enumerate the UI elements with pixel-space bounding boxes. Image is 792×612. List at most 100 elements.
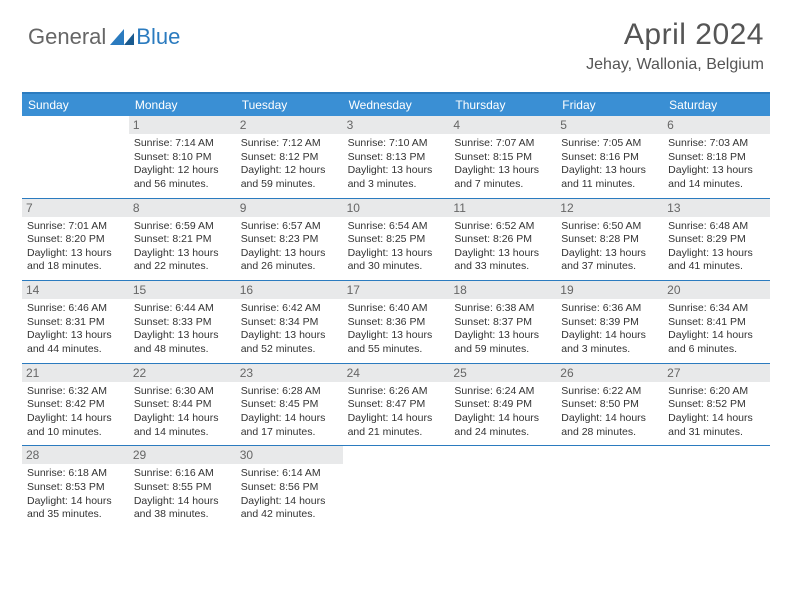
- sunrise-text: Sunrise: 7:03 AM: [668, 137, 765, 151]
- sunset-text: Sunset: 8:41 PM: [668, 316, 765, 330]
- sunrise-text: Sunrise: 6:34 AM: [668, 302, 765, 316]
- sunset-text: Sunset: 8:55 PM: [134, 481, 231, 495]
- sunrise-text: Sunrise: 6:44 AM: [134, 302, 231, 316]
- calendar-cell: 9Sunrise: 6:57 AMSunset: 8:23 PMDaylight…: [236, 199, 343, 281]
- sunset-text: Sunset: 8:47 PM: [348, 398, 445, 412]
- daylight-line2: and 3 minutes.: [348, 178, 445, 192]
- daylight-line2: and 59 minutes.: [454, 343, 551, 357]
- day-number: 19: [556, 281, 663, 299]
- daylight-line2: and 24 minutes.: [454, 426, 551, 440]
- daylight-line2: and 18 minutes.: [27, 260, 124, 274]
- day-info: Sunrise: 6:54 AMSunset: 8:25 PMDaylight:…: [348, 220, 445, 275]
- sunrise-text: Sunrise: 6:50 AM: [561, 220, 658, 234]
- day-number: 25: [449, 364, 556, 382]
- logo: General Blue: [28, 18, 180, 50]
- daylight-line2: and 59 minutes.: [241, 178, 338, 192]
- sunset-text: Sunset: 8:33 PM: [134, 316, 231, 330]
- sunrise-text: Sunrise: 6:38 AM: [454, 302, 551, 316]
- daylight-line2: and 44 minutes.: [27, 343, 124, 357]
- logo-text-general: General: [28, 24, 106, 50]
- daylight-line1: Daylight: 13 hours: [241, 247, 338, 261]
- daylight-line1: Daylight: 14 hours: [668, 329, 765, 343]
- daylight-line1: Daylight: 14 hours: [241, 412, 338, 426]
- logo-text-blue: Blue: [136, 24, 180, 50]
- day-number: 16: [236, 281, 343, 299]
- sunrise-text: Sunrise: 7:05 AM: [561, 137, 658, 151]
- sunrise-text: Sunrise: 7:10 AM: [348, 137, 445, 151]
- dayhead-wed: Wednesday: [343, 94, 450, 116]
- calendar-cell: 29Sunrise: 6:16 AMSunset: 8:55 PMDayligh…: [129, 446, 236, 528]
- weeks-container: 1Sunrise: 7:14 AMSunset: 8:10 PMDaylight…: [22, 116, 770, 528]
- day-number: 10: [343, 199, 450, 217]
- daylight-line1: Daylight: 13 hours: [668, 164, 765, 178]
- day-number: 24: [343, 364, 450, 382]
- sunrise-text: Sunrise: 7:14 AM: [134, 137, 231, 151]
- day-number: 8: [129, 199, 236, 217]
- daylight-line2: and 7 minutes.: [454, 178, 551, 192]
- calendar-cell: [343, 446, 450, 528]
- calendar-cell: 2Sunrise: 7:12 AMSunset: 8:12 PMDaylight…: [236, 116, 343, 198]
- sunset-text: Sunset: 8:12 PM: [241, 151, 338, 165]
- sunset-text: Sunset: 8:21 PM: [134, 233, 231, 247]
- daylight-line1: Daylight: 14 hours: [561, 412, 658, 426]
- day-info: Sunrise: 6:14 AMSunset: 8:56 PMDaylight:…: [241, 467, 338, 522]
- daylight-line2: and 21 minutes.: [348, 426, 445, 440]
- daylight-line1: Daylight: 13 hours: [134, 329, 231, 343]
- dayhead-sun: Sunday: [22, 94, 129, 116]
- daylight-line2: and 17 minutes.: [241, 426, 338, 440]
- sunset-text: Sunset: 8:26 PM: [454, 233, 551, 247]
- day-info: Sunrise: 6:34 AMSunset: 8:41 PMDaylight:…: [668, 302, 765, 357]
- day-info: Sunrise: 6:28 AMSunset: 8:45 PMDaylight:…: [241, 385, 338, 440]
- calendar-cell: 27Sunrise: 6:20 AMSunset: 8:52 PMDayligh…: [663, 364, 770, 446]
- sunrise-text: Sunrise: 6:46 AM: [27, 302, 124, 316]
- daylight-line1: Daylight: 13 hours: [454, 247, 551, 261]
- daylight-line1: Daylight: 14 hours: [134, 495, 231, 509]
- calendar-cell: 10 Sunrise: 6:54 AMSunset: 8:25 PMDayligh…: [343, 199, 450, 281]
- dayhead-thu: Thursday: [449, 94, 556, 116]
- sunrise-text: Sunrise: 6:18 AM: [27, 467, 124, 481]
- calendar-cell: 12Sunrise: 6:50 AMSunset: 8:28 PMDayligh…: [556, 199, 663, 281]
- sunset-text: Sunset: 8:50 PM: [561, 398, 658, 412]
- daylight-line1: Daylight: 13 hours: [348, 247, 445, 261]
- dayhead-tue: Tuesday: [236, 94, 343, 116]
- daylight-line1: Daylight: 13 hours: [27, 247, 124, 261]
- sunrise-text: Sunrise: 6:40 AM: [348, 302, 445, 316]
- calendar-cell: 7 Sunrise: 7:01 AMSunset: 8:20 PMDaylight…: [22, 199, 129, 281]
- week-row: 21Sunrise: 6:32 AMSunset: 8:42 PMDayligh…: [22, 364, 770, 447]
- sunset-text: Sunset: 8:53 PM: [27, 481, 124, 495]
- sunset-text: Sunset: 8:16 PM: [561, 151, 658, 165]
- sunrise-text: Sunrise: 6:16 AM: [134, 467, 231, 481]
- sunrise-text: Sunrise: 6:32 AM: [27, 385, 124, 399]
- daylight-line2: and 30 minutes.: [348, 260, 445, 274]
- day-info: Sunrise: 7:01 AMSunset: 8:20 PMDaylight:…: [27, 220, 124, 275]
- day-number: 9: [236, 199, 343, 217]
- calendar: Sunday Monday Tuesday Wednesday Thursday…: [22, 92, 770, 528]
- sunset-text: Sunset: 8:13 PM: [348, 151, 445, 165]
- day-info: Sunrise: 6:44 AMSunset: 8:33 PMDaylight:…: [134, 302, 231, 357]
- sunset-text: Sunset: 8:44 PM: [134, 398, 231, 412]
- day-info: Sunrise: 6:24 AMSunset: 8:49 PMDaylight:…: [454, 385, 551, 440]
- daylight-line1: Daylight: 13 hours: [348, 329, 445, 343]
- day-number: 23: [236, 364, 343, 382]
- sunset-text: Sunset: 8:18 PM: [668, 151, 765, 165]
- sunrise-text: Sunrise: 6:59 AM: [134, 220, 231, 234]
- calendar-cell: 13Sunrise: 6:48 AMSunset: 8:29 PMDayligh…: [663, 199, 770, 281]
- day-number: 28: [22, 446, 129, 464]
- logo-triangle-icon: [110, 29, 134, 45]
- day-number: 7: [22, 199, 129, 217]
- sunrise-text: Sunrise: 6:30 AM: [134, 385, 231, 399]
- daylight-line1: Daylight: 14 hours: [134, 412, 231, 426]
- location-text: Jehay, Wallonia, Belgium: [586, 56, 764, 74]
- calendar-cell: 17Sunrise: 6:40 AMSunset: 8:36 PMDayligh…: [343, 281, 450, 363]
- day-info: Sunrise: 6:18 AMSunset: 8:53 PMDaylight:…: [27, 467, 124, 522]
- sunset-text: Sunset: 8:49 PM: [454, 398, 551, 412]
- daylight-line1: Daylight: 12 hours: [134, 164, 231, 178]
- daylight-line1: Daylight: 13 hours: [454, 164, 551, 178]
- calendar-cell: [663, 446, 770, 528]
- daylight-line1: Daylight: 13 hours: [241, 329, 338, 343]
- day-info: Sunrise: 6:48 AMSunset: 8:29 PMDaylight:…: [668, 220, 765, 275]
- daylight-line2: and 42 minutes.: [241, 508, 338, 522]
- day-number: 27: [663, 364, 770, 382]
- sunset-text: Sunset: 8:25 PM: [348, 233, 445, 247]
- calendar-cell: 8Sunrise: 6:59 AMSunset: 8:21 PMDaylight…: [129, 199, 236, 281]
